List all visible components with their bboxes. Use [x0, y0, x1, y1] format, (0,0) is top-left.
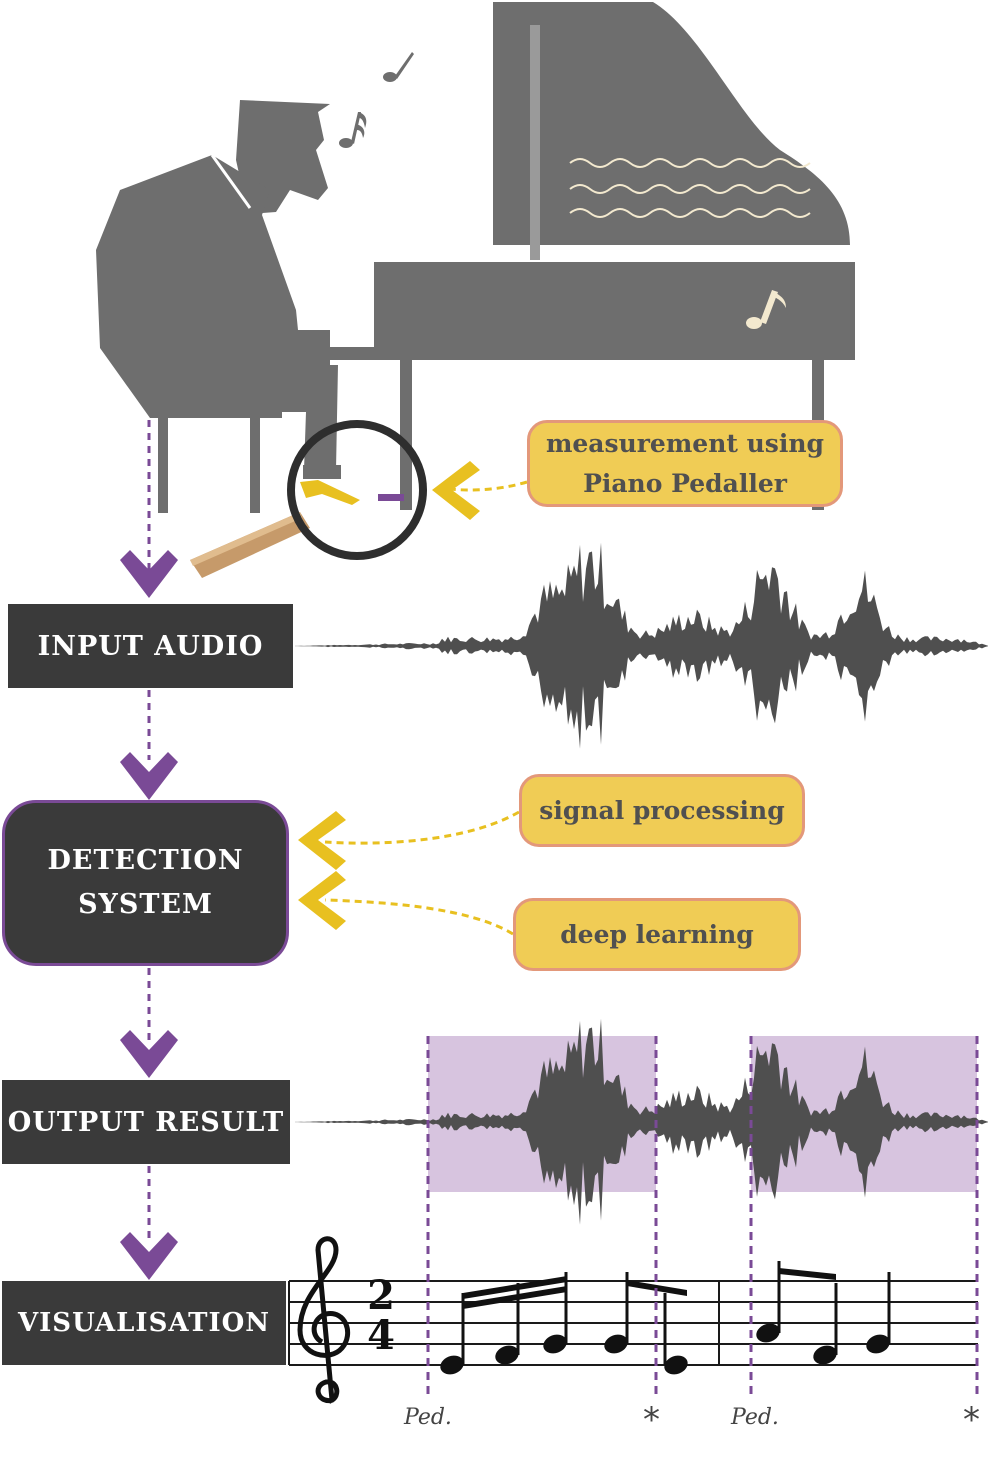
visualisation-label: VISUALISATION [17, 1308, 271, 1338]
callout-signal-label: signal processing [539, 795, 785, 825]
music-note-icon [339, 52, 414, 148]
time-signature-top: 2 [367, 1272, 395, 1319]
callout-deep-label: deep learning [560, 919, 754, 949]
visualisation-box: VISUALISATION [2, 1281, 286, 1365]
note-beam [779, 1268, 836, 1280]
output-result-label: OUTPUT RESULT [7, 1106, 285, 1138]
waveform [295, 542, 988, 749]
note-head [664, 1355, 688, 1375]
note-head [495, 1345, 519, 1365]
music-notes [440, 1261, 891, 1375]
magnifier-icon [190, 420, 427, 578]
note-beam [463, 1286, 567, 1309]
input-audio-label: INPUT AUDIO [37, 630, 264, 662]
note-head [440, 1355, 464, 1375]
waveform-shape [295, 542, 988, 749]
callout-signal-processing: signal processing [519, 774, 805, 847]
pedal-mark: Ped. [404, 1405, 452, 1430]
detection-label-line1: DETECTION [47, 845, 244, 876]
detection-label-line2: SYSTEM [78, 889, 213, 920]
music-staff [288, 1280, 978, 1366]
callout-deep-learning: deep learning [513, 898, 801, 971]
pedal-release-mark: * [643, 1400, 660, 1440]
pedal-release-mark: * [963, 1400, 980, 1440]
note-head [813, 1345, 837, 1365]
output-result-box: OUTPUT RESULT [2, 1080, 290, 1164]
detection-system-box: DETECTION SYSTEM [2, 800, 289, 966]
note-beam [463, 1276, 567, 1299]
note-head [866, 1334, 890, 1354]
note-head [756, 1323, 780, 1343]
music-note-icon [746, 290, 786, 329]
callout-measurement-line1: measurement using [545, 428, 825, 458]
callout-measurement: measurement using Piano Pedaller [527, 420, 843, 507]
note-head [543, 1334, 567, 1354]
input-audio-box: INPUT AUDIO [8, 604, 293, 688]
waveform [295, 1018, 988, 1225]
pedal-mark: Ped. [731, 1405, 779, 1430]
time-signature-bottom: 4 [367, 1312, 395, 1359]
waveform-shape [295, 1018, 988, 1225]
note-head [604, 1334, 628, 1354]
pianist-silhouette [96, 100, 341, 513]
treble-clef-icon [297, 1236, 351, 1404]
time-signature: 2 4 [361, 1276, 401, 1356]
callout-measurement-line2: Piano Pedaller [583, 468, 787, 498]
